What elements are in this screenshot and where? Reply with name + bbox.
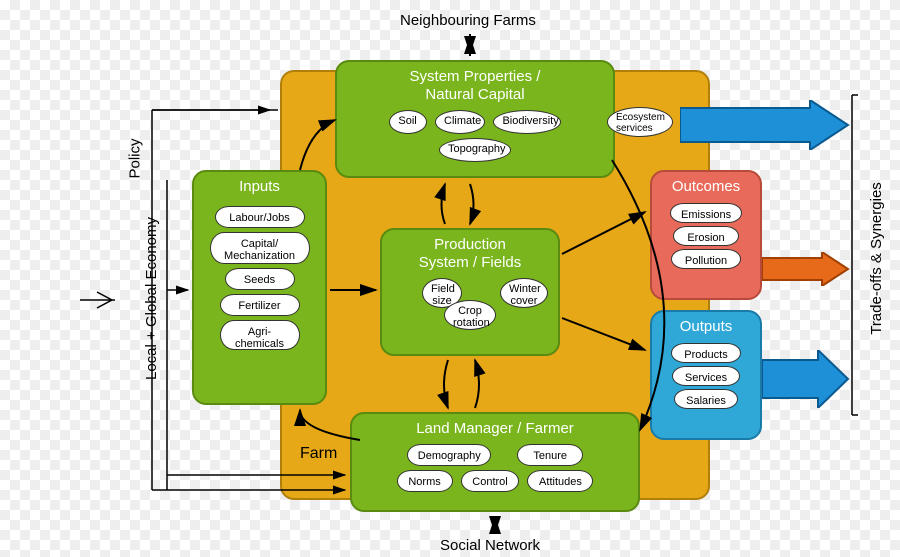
pill-erosion: Erosion [673,226,739,246]
outcomes-title: Outcomes [652,172,760,200]
pill-wintercover: Winter cover [500,278,548,308]
production-box: Production System / Fields Field size Wi… [380,228,560,356]
inputs-title: Inputs [194,172,325,200]
pill-topography: Topography [439,138,511,162]
pill-climate: Climate [435,110,485,134]
farmer-title: Land Manager / Farmer [352,414,638,442]
policy-label: Policy [127,138,144,178]
neighbouring-label: Neighbouring Farms [400,12,536,29]
pill-norms: Norms [397,470,453,492]
production-title: Production System / Fields [382,230,558,276]
outputs-arrow [762,350,850,408]
outcomes-arrow [762,252,850,286]
outputs-box: Outputs Products Services Salaries [650,310,762,440]
pill-ecosystem: Ecosystem services [607,107,673,137]
farm-label: Farm [300,445,337,463]
pill-salaries: Salaries [674,389,738,409]
pill-pollution: Pollution [671,249,741,269]
pill-labour: Labour/Jobs [215,206,305,228]
pill-tenure: Tenure [517,444,583,466]
pill-demography: Demography [407,444,491,466]
sysprops-title: System Properties / Natural Capital [337,62,613,108]
pill-seeds: Seeds [225,268,295,290]
economy-label: Local + Global Economy [143,217,160,380]
pill-agri: Agri- chemicals [220,320,300,350]
farmer-box: Land Manager / Farmer Demography Tenure … [350,412,640,512]
inputs-box: Inputs Labour/Jobs Capital/ Mechanizatio… [192,170,327,405]
outputs-title: Outputs [652,312,760,340]
pill-products: Products [671,343,741,363]
social-label: Social Network [440,537,540,554]
ecosystem-arrow [680,100,850,150]
outcomes-box: Outcomes Emissions Erosion Pollution [650,170,762,300]
pill-emissions: Emissions [670,203,742,223]
pill-soil: Soil [389,110,427,134]
pill-croprotation: Crop rotation [444,300,496,330]
pill-biodiversity: Biodiversity [493,110,561,134]
pill-services: Services [672,366,740,386]
system-properties-box: System Properties / Natural Capital Soil… [335,60,615,178]
tradeoffs-label: Trade-offs & Synergies [868,182,885,335]
pill-control: Control [461,470,519,492]
pill-fertilizer: Fertilizer [220,294,300,316]
pill-attitudes: Attitudes [527,470,593,492]
pill-capital: Capital/ Mechanization [210,232,310,264]
